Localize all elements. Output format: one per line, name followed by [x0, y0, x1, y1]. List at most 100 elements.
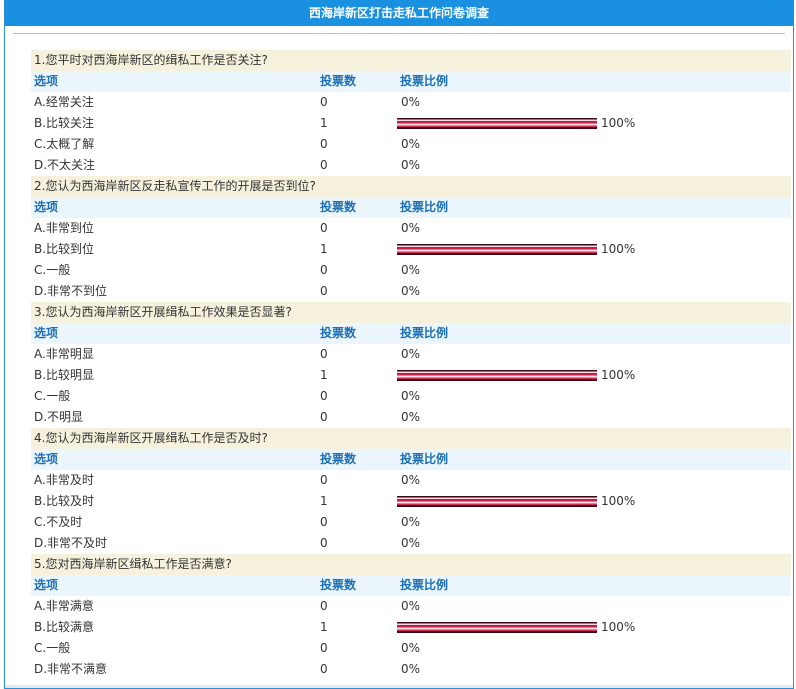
- option-row: B.比较明显 1 100%: [31, 365, 791, 386]
- question-title: 1.您平时对西海岸新区的缉私工作是否关注?: [31, 50, 791, 71]
- vote-percent: 100%: [601, 494, 636, 508]
- vote-percent: 0%: [401, 536, 421, 550]
- header-option: 选项: [34, 452, 59, 466]
- option-label: B.比较到位: [34, 242, 95, 256]
- option-row: D.非常不到位 0 0%: [31, 281, 791, 302]
- survey-title: 西海岸新区打击走私工作问卷调查: [5, 0, 793, 26]
- percent-bar-track: [397, 622, 597, 633]
- percent-bar-track: [397, 118, 597, 129]
- option-label: C.一般: [34, 389, 71, 403]
- option-row: C.一般 0 0%: [31, 260, 791, 281]
- percent-bar: [397, 244, 597, 255]
- option-label: D.不太关注: [34, 158, 96, 172]
- header-row: 选项 投票数 投票比例: [31, 323, 791, 344]
- option-label: C.不及时: [34, 515, 83, 529]
- vote-count: 0: [320, 158, 328, 172]
- option-row: D.不明显 0 0%: [31, 407, 791, 428]
- header-votes: 投票数: [320, 452, 357, 466]
- percent-bar: [397, 496, 597, 507]
- vote-count: 1: [320, 242, 328, 256]
- option-row: C.不及时 0 0%: [31, 512, 791, 533]
- option-row: B.比较满意 1 100%: [31, 617, 791, 638]
- option-label: B.比较明显: [34, 368, 95, 382]
- vote-percent: 0%: [401, 347, 421, 361]
- question-title: 2.您认为西海岸新区反走私宣传工作的开展是否到位?: [31, 176, 791, 197]
- vote-percent: 0%: [401, 95, 421, 109]
- header-votes: 投票数: [320, 326, 357, 340]
- vote-count: 0: [320, 536, 328, 550]
- header-row: 选项 投票数 投票比例: [31, 71, 791, 92]
- option-row: A.非常到位 0 0%: [31, 218, 791, 239]
- option-row: B.比较到位 1 100%: [31, 239, 791, 260]
- vote-percent: 100%: [601, 368, 636, 382]
- option-label: D.非常不到位: [34, 284, 108, 298]
- vote-count: 0: [320, 515, 328, 529]
- divider: [13, 33, 785, 34]
- option-label: A.非常到位: [34, 221, 94, 235]
- option-label: D.非常不满意: [34, 662, 108, 676]
- percent-bar: [397, 118, 597, 129]
- option-row: A.非常明显 0 0%: [31, 344, 791, 365]
- vote-count: 0: [320, 473, 328, 487]
- header-votes: 投票数: [320, 200, 357, 214]
- percent-bar-track: [397, 244, 597, 255]
- results-list: 1.您平时对西海岸新区的缉私工作是否关注? 选项 投票数 投票比例 A.经常关注 0 0% B…: [31, 50, 791, 680]
- vote-percent: 0%: [401, 410, 421, 424]
- question-title: 4.您认为西海岸新区开展缉私工作是否及时?: [31, 428, 791, 449]
- vote-percent: 100%: [601, 116, 636, 130]
- header-ratio: 投票比例: [400, 452, 449, 466]
- vote-count: 0: [320, 95, 328, 109]
- vote-count: 1: [320, 494, 328, 508]
- vote-percent: 0%: [401, 473, 421, 487]
- option-row: B.比较关注 1 100%: [31, 113, 791, 134]
- option-label: A.经常关注: [34, 95, 94, 109]
- option-label: C.太概了解: [34, 137, 95, 151]
- option-label: D.不明显: [34, 410, 84, 424]
- option-label: B.比较关注: [34, 116, 95, 130]
- option-row: C.一般 0 0%: [31, 386, 791, 407]
- vote-percent: 0%: [401, 515, 421, 529]
- option-row: A.经常关注 0 0%: [31, 92, 791, 113]
- vote-percent: 0%: [401, 284, 421, 298]
- option-label: C.一般: [34, 641, 71, 655]
- vote-count: 0: [320, 137, 328, 151]
- vote-percent: 0%: [401, 662, 421, 676]
- vote-count: 1: [320, 620, 328, 634]
- option-row: D.不太关注 0 0%: [31, 155, 791, 176]
- option-row: A.非常满意 0 0%: [31, 596, 791, 617]
- percent-bar: [397, 622, 597, 633]
- header-row: 选项 投票数 投票比例: [31, 197, 791, 218]
- bottom-border: [5, 685, 793, 688]
- vote-percent: 0%: [401, 221, 421, 235]
- survey-panel: 西海岸新区打击走私工作问卷调查 1.您平时对西海岸新区的缉私工作是否关注? 选项投…: [4, 0, 794, 689]
- vote-count: 0: [320, 347, 328, 361]
- header-votes: 投票数: [320, 578, 357, 592]
- vote-percent: 0%: [401, 137, 421, 151]
- header-ratio: 投票比例: [400, 578, 449, 592]
- option-label: C.一般: [34, 263, 71, 277]
- vote-count: 0: [320, 263, 328, 277]
- header-option: 选项: [34, 74, 59, 88]
- vote-percent: 0%: [401, 599, 421, 613]
- vote-count: 0: [320, 410, 328, 424]
- header-votes: 投票数: [320, 74, 357, 88]
- option-row: A.非常及时 0 0%: [31, 470, 791, 491]
- option-label: A.非常满意: [34, 599, 94, 613]
- header-row: 选项 投票数 投票比例: [31, 575, 791, 596]
- vote-count: 0: [320, 641, 328, 655]
- header-option: 选项: [34, 578, 59, 592]
- vote-count: 1: [320, 116, 328, 130]
- vote-percent: 0%: [401, 158, 421, 172]
- header-ratio: 投票比例: [400, 200, 449, 214]
- header-option: 选项: [34, 326, 59, 340]
- option-row: D.非常不满意 0 0%: [31, 659, 791, 680]
- vote-percent: 0%: [401, 641, 421, 655]
- percent-bar: [397, 370, 597, 381]
- option-label: A.非常及时: [34, 473, 94, 487]
- option-label: D.非常不及时: [34, 536, 108, 550]
- vote-count: 0: [320, 389, 328, 403]
- vote-count: 0: [320, 662, 328, 676]
- header-ratio: 投票比例: [400, 74, 449, 88]
- option-label: B.比较满意: [34, 620, 95, 634]
- header-ratio: 投票比例: [400, 326, 449, 340]
